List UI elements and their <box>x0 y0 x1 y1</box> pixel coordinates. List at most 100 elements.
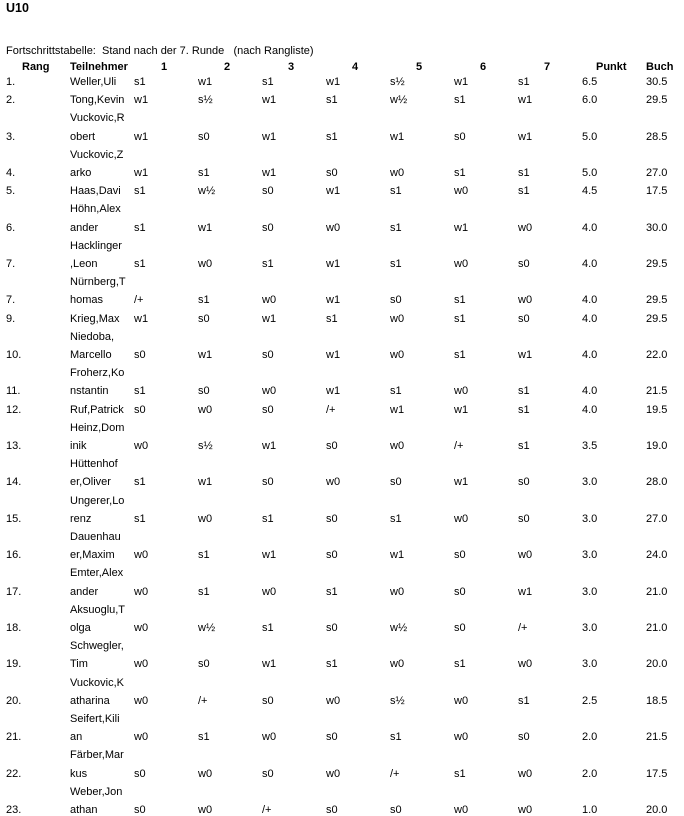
rank-cell: 3. <box>6 130 16 143</box>
round-6-result: s0 <box>454 130 466 143</box>
points-cell: 4.0 <box>582 349 598 361</box>
round-4-result: s0 <box>326 167 338 179</box>
round-7-result: s1 <box>518 385 530 398</box>
points-cell: 3.5 <box>582 440 598 452</box>
round-2-result: s1 <box>198 549 210 562</box>
participant-name: Marcello <box>70 349 112 361</box>
round-6-result: s1 <box>454 167 466 179</box>
round-3-result: s1 <box>262 76 274 88</box>
round-1-result: s0 <box>134 804 146 816</box>
round-6-result: s1 <box>454 658 466 671</box>
buchholz-cell: 29.5 <box>646 294 668 307</box>
page-title: U10 <box>6 1 29 15</box>
round-7-result: s1 <box>518 694 530 707</box>
participant-name: Aksuoglu,T <box>70 603 126 616</box>
rank-cell: 12. <box>6 403 22 416</box>
rank-cell: 10. <box>6 349 22 361</box>
round-3-result: w0 <box>262 294 277 307</box>
round-5-result: w0 <box>390 440 405 452</box>
participant-name: Hacklinger <box>70 239 122 252</box>
round-3-result: w1 <box>262 312 277 325</box>
header-round-5: 5 <box>416 61 423 73</box>
round-6-result: /+ <box>454 440 464 452</box>
round-7-result: w1 <box>518 585 533 598</box>
header-round-2: 2 <box>224 61 231 73</box>
round-1-result: w0 <box>134 658 149 671</box>
round-7-result: w0 <box>518 767 533 780</box>
points-cell: 4.0 <box>582 258 598 270</box>
round-4-result: w1 <box>326 76 341 88</box>
points-cell: 4.0 <box>582 403 598 416</box>
round-6-result: w0 <box>454 694 469 707</box>
round-7-result: s0 <box>518 476 530 489</box>
round-3-result: s0 <box>262 767 274 780</box>
participant-name: Schwegler, <box>70 640 124 653</box>
round-2-result: w0 <box>198 258 213 270</box>
header-round-6: 6 <box>480 61 487 73</box>
participant-name: homas <box>70 294 104 307</box>
buchholz-cell: 30.0 <box>646 221 668 234</box>
round-4-result: s1 <box>326 312 338 325</box>
participant-name: Heinz,Dom <box>70 421 125 434</box>
round-7-result: s1 <box>518 403 530 416</box>
rank-cell: 2. <box>6 94 16 107</box>
round-5-result: s½ <box>390 76 405 88</box>
round-5-result: s0 <box>390 294 402 307</box>
round-4-result: s1 <box>326 130 338 143</box>
points-cell: 3.0 <box>582 658 598 671</box>
header-rang: Rang <box>22 61 50 73</box>
rank-cell: 6. <box>6 221 16 234</box>
round-2-result: w0 <box>198 403 213 416</box>
participant-name: athan <box>70 804 98 816</box>
round-3-result: w1 <box>262 130 277 143</box>
round-7-result: s1 <box>518 440 530 452</box>
rank-cell: 14. <box>6 476 22 489</box>
buchholz-cell: 21.0 <box>646 622 668 634</box>
round-3-result: w0 <box>262 385 277 398</box>
round-7-result: s0 <box>518 512 530 525</box>
rank-cell: 23. <box>6 804 22 816</box>
round-5-result: s½ <box>390 694 405 707</box>
round-4-result: s0 <box>326 549 338 562</box>
round-3-result: w1 <box>262 94 277 107</box>
round-1-result: w1 <box>134 167 149 179</box>
participant-name: Höhn,Alex <box>70 203 121 216</box>
round-7-result: w0 <box>518 294 533 307</box>
rank-cell: 17. <box>6 585 22 598</box>
rank-cell: 20. <box>6 694 22 707</box>
round-7-result: w0 <box>518 804 533 816</box>
header-round-4: 4 <box>352 61 359 73</box>
round-7-result: w0 <box>518 221 533 234</box>
round-6-result: s0 <box>454 622 466 634</box>
round-5-result: w½ <box>390 94 408 107</box>
round-1-result: w0 <box>134 549 149 562</box>
round-2-result: w1 <box>198 349 213 361</box>
round-3-result: s0 <box>262 403 274 416</box>
buchholz-cell: 29.5 <box>646 258 668 270</box>
participant-name: ander <box>70 221 99 234</box>
buchholz-cell: 20.0 <box>646 804 668 816</box>
buchholz-cell: 21.5 <box>646 385 668 398</box>
points-cell: 2.0 <box>582 731 598 744</box>
rank-cell: 16. <box>6 549 22 562</box>
rank-cell: 19. <box>6 658 22 671</box>
round-5-result: s1 <box>390 221 402 234</box>
round-6-result: s1 <box>454 767 466 780</box>
points-cell: 2.5 <box>582 694 598 707</box>
round-1-result: w0 <box>134 622 149 634</box>
participant-name: ander <box>70 585 99 598</box>
participant-name: Vuckovic,Z <box>70 148 124 161</box>
round-6-result: w0 <box>454 258 469 270</box>
points-cell: 3.0 <box>582 549 598 562</box>
rank-cell: 5. <box>6 185 16 198</box>
round-1-result: w1 <box>134 130 149 143</box>
round-5-result: s1 <box>390 258 402 270</box>
header-buch: Buch <box>646 61 674 73</box>
buchholz-cell: 28.5 <box>646 130 668 143</box>
header-teilnehmer: Teilnehmer <box>70 61 128 73</box>
participant-name: Vuckovic,R <box>70 112 125 125</box>
round-2-result: s0 <box>198 312 210 325</box>
participant-name: Hüttenhof <box>70 458 118 471</box>
round-4-result: w1 <box>326 185 341 198</box>
round-7-result: w0 <box>518 658 533 671</box>
